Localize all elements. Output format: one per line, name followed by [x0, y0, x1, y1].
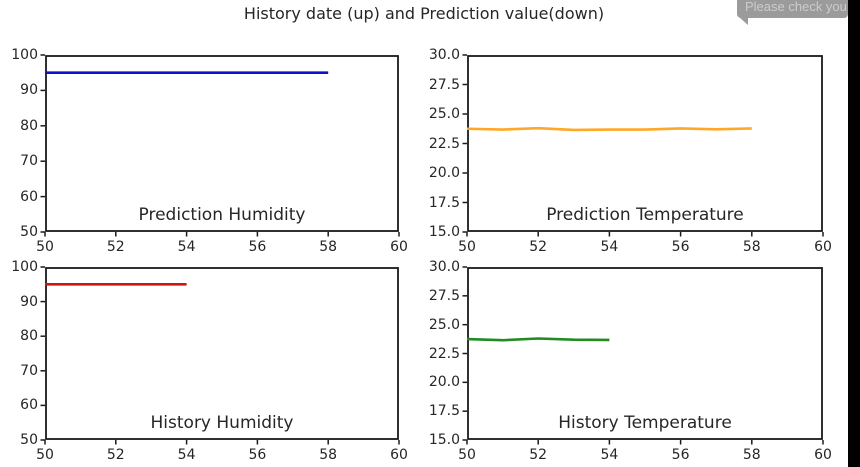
y-tick-label: 20.0 [428, 374, 460, 391]
x-tick-label: 50 [458, 447, 476, 463]
y-tick-label: 100 [11, 47, 38, 63]
x-tick-label: 50 [458, 239, 476, 255]
y-tick-label: 27.5 [428, 76, 460, 93]
axes-spines [467, 55, 823, 232]
x-tick-label: 52 [529, 447, 548, 463]
chart-caption: History Humidity [150, 413, 294, 433]
right-edge-strip [848, 0, 860, 467]
axes-spines [467, 267, 823, 440]
notification-tooltip-tail [739, 17, 748, 25]
x-tick-label: 54 [177, 239, 196, 255]
y-tick-label: 17.5 [428, 194, 460, 211]
x-tick-label: 52 [106, 239, 125, 255]
x-tick-label: 54 [600, 447, 619, 463]
y-tick-label: 30.0 [428, 259, 460, 275]
y-tick-label: 70 [20, 362, 38, 379]
x-tick-label: 60 [814, 239, 832, 255]
axes-spines [45, 55, 399, 232]
axes-spines [45, 267, 399, 440]
y-tick-label: 80 [20, 117, 38, 134]
plot-area [40, 266, 400, 445]
x-tick-label: 58 [742, 239, 761, 255]
data-line [466, 126, 752, 132]
x-tick-label: 52 [529, 239, 548, 255]
y-tick-label: 17.5 [428, 403, 460, 420]
y-tick-label: 50 [20, 432, 38, 448]
y-tick-label: 20.0 [428, 165, 460, 181]
x-tick-label: 60 [390, 447, 408, 463]
y-tick-label: 30.0 [428, 47, 460, 63]
y-tick-label: 15.0 [428, 224, 460, 240]
chart-caption: Prediction Temperature [546, 205, 744, 225]
subplot-prediction-humidity: 50 52 54 56 58 60 100 90 80 70 60 50 Prediction Humi… [11, 48, 408, 254]
x-tick-label: 58 [319, 447, 338, 463]
y-tick-label: 90 [20, 293, 38, 310]
y-tick-label: 15.0 [428, 432, 460, 448]
y-tick-label: 80 [20, 328, 38, 345]
x-tick-label: 58 [742, 447, 761, 463]
x-tick-label: 50 [36, 239, 54, 255]
chart-caption: Prediction Humidity [138, 205, 306, 225]
y-tick-label: 25.0 [428, 316, 460, 333]
y-tick-label: 22.5 [428, 135, 460, 152]
notification-tooltip[interactable]: Please check you [737, 0, 848, 18]
y-tick-label: 60 [20, 188, 38, 205]
y-tick-label: 100 [11, 259, 38, 275]
plot-area [462, 266, 824, 445]
x-tick-label: 60 [390, 239, 408, 255]
plot-area [462, 54, 824, 237]
y-tick-label: 27.5 [428, 287, 460, 304]
y-tick-label: 90 [20, 82, 38, 99]
y-tick-label: 22.5 [428, 345, 460, 362]
chart-caption: History Temperature [558, 413, 732, 433]
subplot-history-temperature: 50 52 54 56 58 60 30.0 27.5 25.0 22.5 20.0 17.5 15.0… [429, 260, 832, 462]
subplot-prediction-temperature: 50 52 54 56 58 60 30.0 27.5 25.0 22.5 20.0 17.5 15.0… [429, 48, 832, 254]
x-tick-label: 50 [36, 447, 54, 463]
data-line [466, 337, 610, 342]
x-tick-label: 56 [671, 447, 690, 463]
plot-area [40, 54, 400, 237]
x-tick-label: 56 [248, 447, 267, 463]
subplot-history-humidity: 50 52 54 56 58 60 100 90 80 70 60 50 History Humidit… [11, 260, 408, 462]
y-tick-label: 70 [20, 153, 38, 170]
x-tick-label: 56 [248, 239, 267, 255]
x-tick-label: 60 [814, 447, 832, 463]
y-tick-label: 25.0 [428, 106, 460, 122]
y-tick-label: 50 [20, 224, 38, 240]
y-tick-label: 60 [20, 397, 38, 414]
figure-title: History date (up) and Prediction value(d… [243, 4, 605, 23]
x-tick-label: 54 [177, 447, 196, 463]
x-tick-label: 54 [600, 239, 619, 255]
x-tick-label: 52 [106, 447, 125, 463]
x-tick-label: 58 [319, 239, 338, 255]
x-tick-label: 56 [671, 239, 690, 255]
